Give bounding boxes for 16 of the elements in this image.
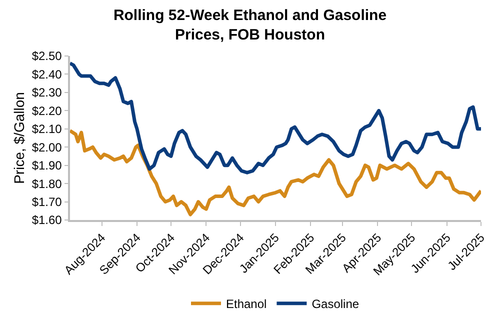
y-tick-label: $1.70: [32, 194, 62, 209]
y-tick-label: $2.20: [32, 104, 62, 118]
legend-label: Ethanol: [226, 297, 267, 312]
y-tick-label: $2.10: [32, 122, 62, 136]
y-tick-label: $1.80: [32, 176, 62, 191]
line-series: [70, 128, 481, 216]
chart-title: Rolling 52-Week Ethanol and Gasoline Prices, FOB Houston: [113, 6, 387, 44]
y-tick-label: $2.00: [32, 140, 62, 154]
y-tick-label: $1.90: [32, 158, 62, 173]
line-series: [70, 62, 481, 174]
y-tick-label: $2.50: [32, 49, 62, 64]
y-tick-label: $1.60: [32, 213, 62, 228]
y-tick-label: $2.30: [32, 86, 62, 100]
y-tick-label: $2.40: [32, 67, 62, 82]
legend-label: Gasoline: [312, 297, 360, 312]
y-axis-title: Price, $/Gallon: [10, 92, 27, 184]
